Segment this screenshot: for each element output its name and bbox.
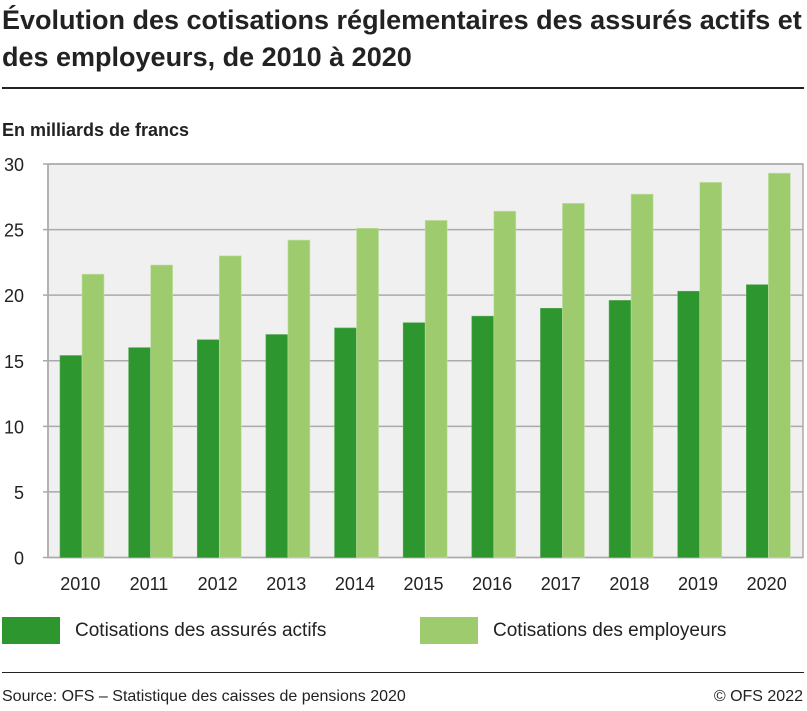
bar-employeurs-2020	[768, 172, 791, 558]
y-tick-label: 30	[4, 155, 24, 175]
top-divider	[2, 87, 804, 89]
legend-swatch-employeurs	[420, 617, 478, 644]
bar-actifs-2019	[677, 290, 701, 558]
legend-swatch-actifs	[2, 617, 60, 644]
y-tick-label: 20	[4, 286, 24, 306]
bar-actifs-2016	[471, 315, 495, 558]
x-tick-label: 2011	[130, 574, 169, 594]
bar-actifs-2013	[265, 334, 289, 558]
chart-title: Évolution des cotisations réglementaires…	[2, 5, 802, 72]
y-tick-label: 10	[4, 417, 24, 437]
legend-label-actifs: Cotisations des assurés actifs	[75, 619, 327, 641]
bar-actifs-2017	[540, 307, 563, 558]
bar-employeurs-2019	[699, 182, 723, 558]
x-tick-label: 2017	[541, 574, 581, 594]
bar-actifs-2018	[608, 300, 632, 558]
bar-employeurs-2016	[493, 210, 517, 558]
bar-actifs-2015	[402, 322, 426, 558]
legend-item-employeurs: Cotisations des employeurs	[420, 617, 726, 644]
x-tick-label: 2012	[198, 574, 238, 594]
bar-employeurs-2012	[218, 255, 242, 558]
bar-actifs-2011	[128, 347, 151, 558]
x-tick-label: 2014	[335, 574, 375, 594]
x-tick-label: 2020	[747, 574, 787, 594]
bar-actifs-2020	[746, 284, 769, 558]
x-tick-label: 2010	[60, 574, 100, 594]
x-tick-label: 2018	[609, 574, 649, 594]
legend-item-actifs: Cotisations des assurés actifs	[2, 617, 326, 644]
bar-employeurs-2010	[81, 273, 105, 558]
bar-employeurs-2018	[630, 193, 654, 558]
y-tick-label: 0	[14, 549, 24, 569]
bar-employeurs-2014	[356, 227, 379, 558]
x-tick-label: 2015	[403, 574, 443, 594]
x-tick-label: 2016	[472, 574, 512, 594]
x-tick-label: 2013	[266, 574, 306, 594]
bar-employeurs-2017	[562, 203, 585, 558]
bar-employeurs-2011	[150, 264, 173, 558]
bar-actifs-2014	[334, 327, 357, 558]
bar-chart: 0 5 10 15 20 25 30 2010 2011 2012 2013 2014 2015 2016…	[4, 155, 804, 594]
copyright: © OFS 2022	[713, 688, 803, 705]
bottom-divider	[2, 672, 804, 673]
y-tick-label: 25	[4, 221, 24, 241]
x-tick-label: 2019	[678, 574, 718, 594]
bar-employeurs-2013	[287, 239, 311, 558]
y-tick-label: 5	[14, 483, 24, 503]
y-tick-label: 15	[4, 352, 24, 372]
y-axis-label: En milliards de francs	[2, 120, 190, 140]
source-note: Source: OFS – Statistique des caisses de…	[2, 688, 406, 705]
bar-actifs-2012	[196, 339, 220, 558]
bar-actifs-2010	[59, 355, 83, 558]
legend-label-employeurs: Cotisations des employeurs	[493, 619, 727, 641]
bar-employeurs-2015	[424, 220, 448, 558]
